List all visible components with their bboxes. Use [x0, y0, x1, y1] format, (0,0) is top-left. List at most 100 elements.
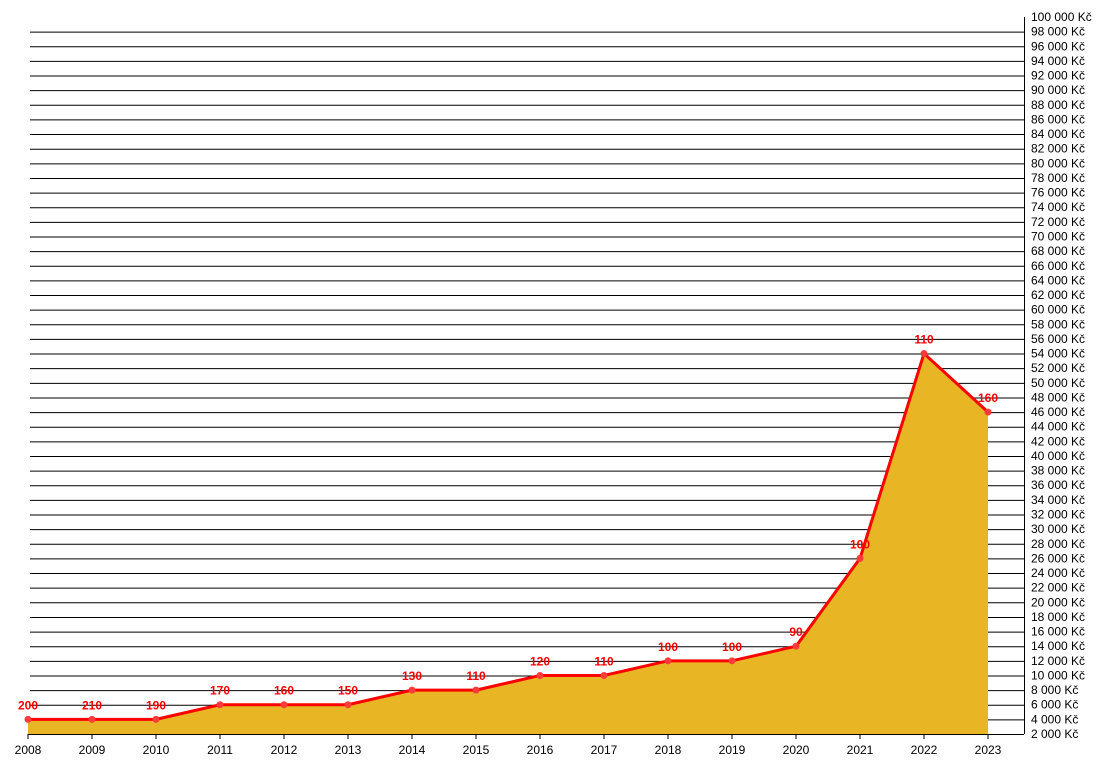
- data-point: [792, 642, 800, 650]
- y-tick-label: 96 000 Kč: [1031, 39, 1085, 53]
- y-tick-label: 14 000 Kč: [1031, 639, 1085, 653]
- x-tick-label: 2015: [463, 743, 490, 757]
- data-point: [216, 701, 224, 709]
- y-tick-label: 84 000 Kč: [1031, 127, 1085, 141]
- series-line-layer: [28, 352, 990, 721]
- data-label: 100: [658, 640, 678, 654]
- y-tick-label: 36 000 Kč: [1031, 478, 1085, 492]
- data-label: 160: [274, 684, 294, 698]
- x-tick-label: 2016: [527, 743, 554, 757]
- x-tick-label: 2021: [847, 743, 874, 757]
- y-tick-label: 94 000 Kč: [1031, 54, 1085, 68]
- y-tick-label: 30 000 Kč: [1031, 522, 1085, 536]
- x-tick-label: 2023: [975, 743, 1002, 757]
- y-tick-label: 32 000 Kč: [1031, 508, 1085, 522]
- data-point: [408, 686, 416, 694]
- x-tick-label: 2022: [911, 743, 938, 757]
- data-point: [856, 554, 864, 562]
- y-tick-label: 46 000 Kč: [1031, 405, 1085, 419]
- data-point: [152, 715, 160, 723]
- y-tick-label: 60 000 Kč: [1031, 303, 1085, 317]
- y-tick-label: 98 000 Kč: [1031, 25, 1085, 39]
- x-axis-ticks: 2008 2009 2010 2011 2012 2013 2014 2015 2016 2017…: [15, 734, 1002, 757]
- y-tick-label: 100 000 Kč: [1031, 10, 1092, 24]
- data-label-layer: 200 210 190 170 160 150 130 110 120 110 100 100 90 10…: [18, 333, 998, 713]
- x-tick-label: 2013: [335, 743, 362, 757]
- data-point: [344, 701, 352, 709]
- area-fill-layer: [28, 353, 988, 734]
- y-tick-label: 2 000 Kč: [1031, 727, 1078, 741]
- y-tick-label: 52 000 Kč: [1031, 361, 1085, 375]
- x-tick-label: 2012: [271, 743, 298, 757]
- x-tick-label: 2019: [719, 743, 746, 757]
- y-tick-label: 8 000 Kč: [1031, 683, 1078, 697]
- data-label: 170: [210, 684, 230, 698]
- data-label: 120: [530, 654, 550, 668]
- data-point: [600, 671, 608, 679]
- data-point: [728, 657, 736, 665]
- grid-lines: [28, 17, 1025, 735]
- x-tick-label: 2010: [143, 743, 170, 757]
- data-label: 190: [146, 698, 166, 712]
- data-point: [920, 350, 928, 358]
- y-tick-label: 42 000 Kč: [1031, 434, 1085, 448]
- y-tick-label: 48 000 Kč: [1031, 390, 1085, 404]
- y-tick-label: 18 000 Kč: [1031, 610, 1085, 624]
- y-tick-label: 72 000 Kč: [1031, 215, 1085, 229]
- y-tick-label: 54 000 Kč: [1031, 347, 1085, 361]
- y-tick-label: 10 000 Kč: [1031, 668, 1085, 682]
- data-label: 150: [338, 684, 358, 698]
- x-tick-label: 2017: [591, 743, 618, 757]
- y-tick-label: 28 000 Kč: [1031, 537, 1085, 551]
- data-point: [280, 701, 288, 709]
- y-tick-label: 22 000 Kč: [1031, 581, 1085, 595]
- y-tick-label: 78 000 Kč: [1031, 171, 1085, 185]
- data-label: 160: [978, 391, 998, 405]
- data-label: 210: [82, 698, 102, 712]
- area-fill: [28, 353, 988, 734]
- x-tick-label: 2011: [207, 743, 233, 757]
- x-tick-label: 2008: [15, 743, 42, 757]
- y-tick-label: 44 000 Kč: [1031, 420, 1085, 434]
- y-tick-label: 64 000 Kč: [1031, 273, 1085, 287]
- y-tick-label: 6 000 Kč: [1031, 698, 1078, 712]
- y-tick-label: 40 000 Kč: [1031, 449, 1085, 463]
- data-label: 100: [722, 640, 742, 654]
- y-tick-label: 50 000 Kč: [1031, 376, 1085, 390]
- marker-layer: [24, 350, 992, 723]
- data-label: 110: [594, 654, 614, 668]
- y-tick-label: 90 000 Kč: [1031, 83, 1085, 97]
- data-point: [88, 715, 96, 723]
- data-point: [664, 657, 672, 665]
- data-point: [24, 715, 32, 723]
- data-label: 90: [789, 625, 803, 639]
- y-tick-label: 86 000 Kč: [1031, 112, 1085, 126]
- x-tick-label: 2014: [399, 743, 426, 757]
- y-tick-label: 56 000 Kč: [1031, 332, 1085, 346]
- data-label: 110: [914, 333, 934, 347]
- y-tick-label: 58 000 Kč: [1031, 317, 1085, 331]
- data-label: 100: [850, 537, 870, 551]
- y-tick-label: 26 000 Kč: [1031, 551, 1085, 565]
- y-tick-label: 4 000 Kč: [1031, 712, 1078, 726]
- y-tick-label: 66 000 Kč: [1031, 259, 1085, 273]
- y-tick-label: 68 000 Kč: [1031, 244, 1085, 258]
- x-tick-label: 2018: [655, 743, 682, 757]
- x-tick-label: 2009: [79, 743, 106, 757]
- x-tick-label: 2020: [783, 743, 810, 757]
- y-tick-label: 20 000 Kč: [1031, 595, 1085, 609]
- data-label: 130: [402, 669, 422, 683]
- y-tick-label: 24 000 Kč: [1031, 566, 1085, 580]
- y-tick-label: 76 000 Kč: [1031, 186, 1085, 200]
- y-tick-label: 74 000 Kč: [1031, 200, 1085, 214]
- data-label: 200: [18, 698, 38, 712]
- data-point: [472, 686, 480, 694]
- series-line: [28, 352, 990, 721]
- y-tick-label: 38 000 Kč: [1031, 464, 1085, 478]
- data-label: 110: [466, 669, 486, 683]
- y-tick-label: 80 000 Kč: [1031, 156, 1085, 170]
- data-point: [536, 671, 544, 679]
